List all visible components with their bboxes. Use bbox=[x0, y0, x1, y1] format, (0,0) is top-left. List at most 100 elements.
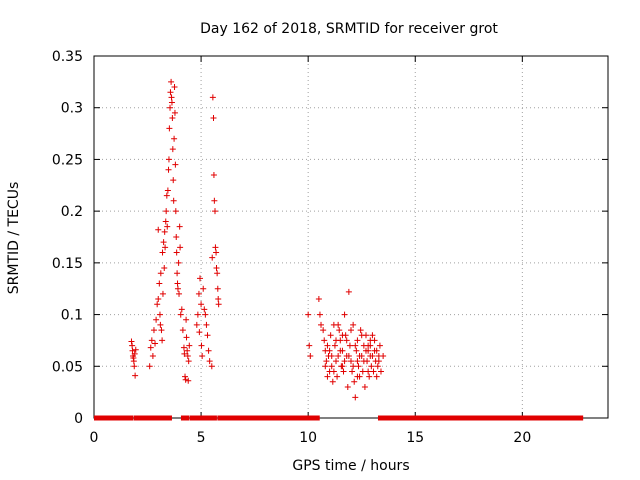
data-point bbox=[177, 311, 184, 318]
x-tick-label: 15 bbox=[406, 430, 424, 446]
data-point bbox=[197, 275, 204, 282]
y-tick-label: 0.35 bbox=[52, 49, 83, 65]
data-point bbox=[163, 192, 170, 199]
data-point bbox=[178, 306, 185, 313]
data-point bbox=[199, 352, 206, 359]
data-point bbox=[152, 340, 159, 347]
data-point bbox=[352, 394, 359, 401]
zero-value-marker-band bbox=[198, 415, 207, 421]
data-point bbox=[200, 285, 207, 292]
data-point bbox=[179, 327, 186, 334]
data-point bbox=[377, 368, 384, 375]
data-point bbox=[171, 109, 178, 116]
data-point bbox=[146, 363, 153, 370]
data-point bbox=[318, 321, 325, 328]
data-point bbox=[130, 358, 137, 365]
data-point bbox=[181, 350, 188, 357]
data-point bbox=[164, 223, 171, 230]
data-point bbox=[343, 337, 350, 344]
data-point bbox=[148, 337, 155, 344]
data-point bbox=[358, 332, 365, 339]
data-point bbox=[172, 208, 179, 215]
data-point bbox=[305, 311, 312, 318]
data-point bbox=[346, 342, 353, 349]
data-point bbox=[131, 363, 138, 370]
data-point bbox=[193, 321, 200, 328]
data-point bbox=[132, 372, 139, 379]
data-point bbox=[335, 352, 342, 359]
data-point bbox=[320, 327, 327, 334]
y-tick-label: 0.1 bbox=[61, 308, 83, 324]
data-point bbox=[170, 197, 177, 204]
data-point bbox=[213, 265, 220, 272]
data-point bbox=[340, 368, 347, 375]
data-point bbox=[164, 187, 171, 194]
gridlines bbox=[94, 56, 608, 418]
y-axis-label: SRMTID / TECUs bbox=[6, 182, 22, 295]
data-point bbox=[326, 347, 333, 354]
y-tick-label: 0.05 bbox=[52, 359, 83, 375]
y-tick-label: 0.2 bbox=[61, 204, 83, 220]
data-point bbox=[156, 311, 163, 318]
data-point bbox=[374, 363, 381, 370]
tick-labels: 0 5 10 15 20 0 0.05 0.1 0.15 0.2 0.25 0.3 0.35 bbox=[52, 49, 531, 446]
data-point bbox=[328, 363, 335, 370]
data-point bbox=[150, 327, 157, 334]
data-point bbox=[335, 321, 342, 328]
data-point bbox=[361, 383, 368, 390]
data-point bbox=[182, 373, 189, 380]
data-point bbox=[214, 285, 221, 292]
data-point bbox=[215, 296, 222, 303]
data-point bbox=[352, 342, 359, 349]
chart-title: Day 162 of 2018, SRMTID for receiver gro… bbox=[200, 21, 498, 37]
data-point bbox=[357, 327, 364, 334]
data-point bbox=[165, 166, 172, 173]
data-point bbox=[354, 373, 361, 380]
data-point bbox=[185, 377, 192, 384]
zero-value-marker-band bbox=[133, 415, 153, 421]
data-point bbox=[184, 352, 191, 359]
axis-ticks bbox=[93, 55, 608, 419]
data-point bbox=[355, 363, 362, 370]
data-point bbox=[196, 329, 203, 336]
data-point bbox=[324, 342, 331, 349]
data-point bbox=[171, 135, 178, 142]
data-point bbox=[354, 358, 361, 365]
data-point bbox=[206, 358, 213, 365]
zero-value-marker-band bbox=[377, 415, 584, 421]
data-point bbox=[167, 104, 174, 111]
data-point bbox=[215, 301, 222, 308]
data-point bbox=[176, 223, 183, 230]
data-point bbox=[157, 270, 164, 277]
data-point bbox=[163, 208, 170, 215]
data-point bbox=[351, 378, 358, 385]
data-point bbox=[344, 383, 351, 390]
data-point bbox=[356, 352, 363, 359]
data-point bbox=[162, 244, 169, 251]
y-tick-label: 0.25 bbox=[52, 152, 83, 168]
data-point bbox=[365, 342, 372, 349]
data-point bbox=[345, 352, 352, 359]
data-point bbox=[331, 342, 338, 349]
data-point bbox=[166, 125, 173, 132]
data-point bbox=[174, 285, 181, 292]
data-point bbox=[370, 368, 377, 375]
data-points bbox=[128, 78, 387, 401]
data-point bbox=[333, 337, 340, 344]
data-point bbox=[322, 363, 329, 370]
plot-frame bbox=[93, 55, 609, 419]
data-point bbox=[169, 115, 176, 122]
data-point bbox=[180, 344, 187, 351]
data-point bbox=[174, 270, 181, 277]
data-point bbox=[171, 84, 178, 91]
data-point bbox=[177, 244, 184, 251]
data-point bbox=[208, 363, 215, 370]
data-point bbox=[182, 376, 189, 383]
data-point bbox=[359, 368, 366, 375]
data-point bbox=[167, 89, 174, 96]
data-point bbox=[376, 342, 383, 349]
data-point bbox=[375, 358, 382, 365]
data-point bbox=[328, 352, 335, 359]
